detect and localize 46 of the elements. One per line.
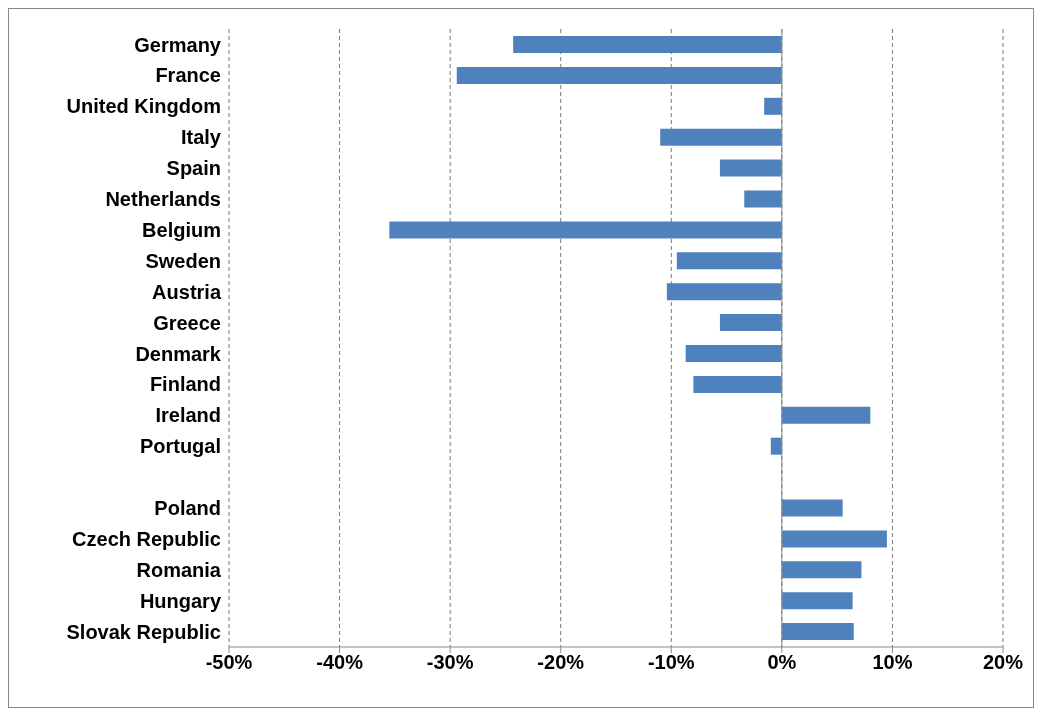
y-tick-label: Slovak Republic bbox=[66, 620, 221, 643]
y-tick-label: United Kingdom bbox=[66, 95, 221, 118]
bar bbox=[764, 97, 782, 115]
y-tick-label: Poland bbox=[154, 497, 221, 520]
y-tick-label: Finland bbox=[149, 373, 221, 396]
y-tick-label: Ireland bbox=[155, 404, 221, 427]
x-tick-label: 0% bbox=[767, 651, 797, 674]
bar bbox=[719, 314, 782, 332]
bar bbox=[660, 128, 782, 146]
y-tick-label: Netherlands bbox=[105, 188, 221, 211]
bar bbox=[456, 66, 782, 84]
bar bbox=[781, 623, 854, 641]
bar bbox=[781, 499, 843, 517]
bar bbox=[513, 36, 782, 53]
y-tick-label: Sweden bbox=[145, 249, 221, 272]
y-tick-label: Hungary bbox=[139, 589, 222, 612]
x-tick-label: -10% bbox=[647, 651, 695, 674]
y-tick-label: Belgium bbox=[142, 218, 221, 241]
x-tick-label: -20% bbox=[537, 651, 585, 674]
y-tick-label: Italy bbox=[180, 126, 222, 149]
y-tick-label: Greece bbox=[153, 311, 221, 334]
bar bbox=[693, 375, 782, 393]
y-tick-label: Austria bbox=[152, 280, 222, 303]
y-tick-label: Spain bbox=[166, 157, 221, 180]
bar bbox=[389, 221, 782, 239]
bar bbox=[770, 437, 782, 455]
bar bbox=[781, 561, 862, 579]
y-tick-label: France bbox=[155, 64, 221, 87]
x-tick-label: -40% bbox=[316, 651, 364, 674]
bar bbox=[744, 190, 782, 208]
y-tick-label: Denmark bbox=[135, 342, 222, 365]
x-tick-label: -50% bbox=[205, 651, 253, 674]
bar bbox=[666, 283, 782, 301]
y-tick-label: Czech Republic bbox=[72, 527, 221, 550]
y-tick-label: Portugal bbox=[139, 435, 221, 458]
bar bbox=[781, 406, 871, 424]
bar bbox=[781, 592, 853, 610]
y-tick-label: Romania bbox=[136, 558, 222, 581]
bar bbox=[676, 252, 782, 270]
x-tick-label: 10% bbox=[872, 651, 913, 674]
bar bbox=[781, 530, 887, 548]
y-tick-label: Germany bbox=[134, 33, 222, 56]
x-tick-label: -30% bbox=[426, 651, 474, 674]
bar bbox=[719, 159, 782, 177]
x-tick-label: 20% bbox=[982, 651, 1024, 674]
bar bbox=[685, 345, 782, 362]
